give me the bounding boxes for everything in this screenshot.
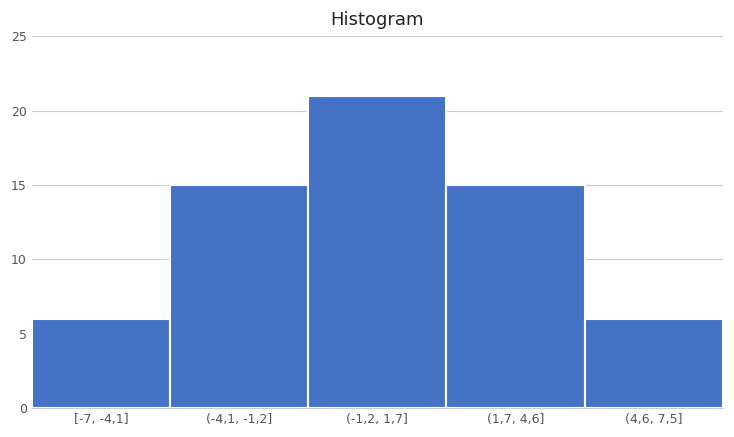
Bar [308, 96, 446, 408]
Title: Histogram: Histogram [330, 11, 424, 29]
Bar [585, 319, 723, 408]
Bar [170, 185, 308, 408]
Bar [446, 185, 585, 408]
Bar [32, 319, 170, 408]
